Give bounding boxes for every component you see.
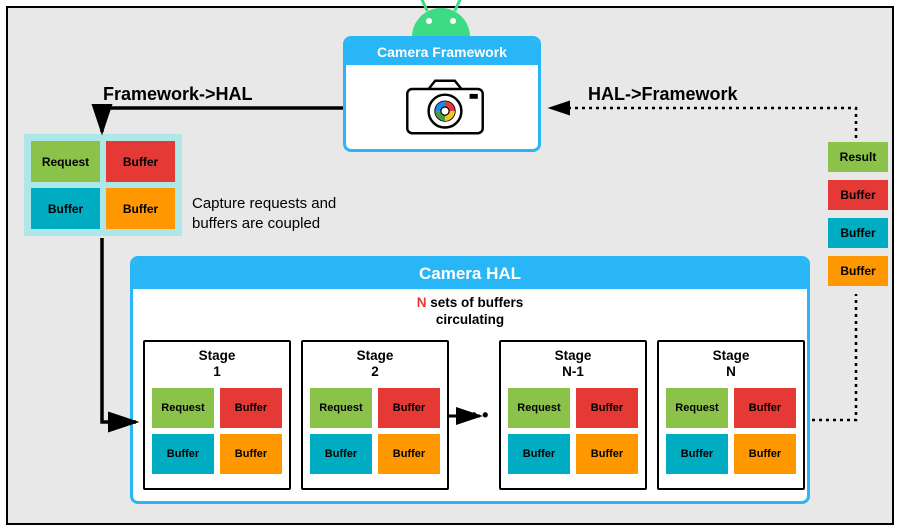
android-icon: [404, 0, 478, 40]
result-stack: Result Buffer Buffer Buffer: [828, 142, 888, 286]
stage-chip-buffer: Buffer: [310, 434, 372, 474]
stage-chip-request: Request: [152, 388, 214, 428]
stage-box-4: StageNRequestBufferBufferBuffer: [657, 340, 805, 490]
request-buffer-group: RequestBufferBufferBuffer: [24, 134, 182, 236]
chip-buffer: Buffer: [106, 141, 175, 182]
camera-hal-title: Camera HAL: [133, 259, 807, 289]
stage-chip-buffer: Buffer: [734, 434, 796, 474]
stage-chip-request: Request: [666, 388, 728, 428]
camera-hal-subtitle: N sets of bufferscirculating: [133, 295, 807, 329]
stage-chip-request: Request: [310, 388, 372, 428]
stages-row: Stage1RequestBufferBufferBufferStage2Req…: [143, 341, 797, 489]
camera-hal-box: Camera HAL N sets of bufferscirculating …: [130, 256, 810, 504]
diagram-canvas: Camera Framework Framework->HAL HAL->Fra…: [6, 6, 894, 525]
stage-title: StageN: [713, 348, 750, 380]
label-framework-to-hal: Framework->HAL: [103, 84, 253, 105]
stage-title: Stage2: [357, 348, 394, 380]
stage-chip-grid: RequestBufferBufferBuffer: [310, 388, 440, 474]
stage-chip-buffer: Buffer: [220, 388, 282, 428]
result-chip-buffer: Buffer: [828, 218, 888, 248]
stages-ellipsis: • • •: [459, 405, 489, 426]
stage-chip-grid: RequestBufferBufferBuffer: [508, 388, 638, 474]
stage-chip-buffer: Buffer: [508, 434, 570, 474]
stage-box-3: StageN-1RequestBufferBufferBuffer: [499, 340, 647, 490]
stage-chip-buffer: Buffer: [152, 434, 214, 474]
chip-request: Request: [31, 141, 100, 182]
stage-title: Stage1: [199, 348, 236, 380]
stage-chip-buffer: Buffer: [734, 388, 796, 428]
camera-icon: [404, 77, 486, 137]
camera-framework-title: Camera Framework: [346, 39, 538, 65]
stage-box-2: Stage2RequestBufferBufferBuffer: [301, 340, 449, 490]
result-chip-result: Result: [828, 142, 888, 172]
result-chip-buffer: Buffer: [828, 180, 888, 210]
stage-chip-buffer: Buffer: [378, 434, 440, 474]
stage-chip-grid: RequestBufferBufferBuffer: [152, 388, 282, 474]
chip-buffer: Buffer: [106, 188, 175, 229]
stage-chip-buffer: Buffer: [666, 434, 728, 474]
result-chip-buffer: Buffer: [828, 256, 888, 286]
stage-chip-buffer: Buffer: [378, 388, 440, 428]
chip-buffer: Buffer: [31, 188, 100, 229]
stage-chip-buffer: Buffer: [576, 388, 638, 428]
stage-chip-request: Request: [508, 388, 570, 428]
camera-framework-box: Camera Framework: [343, 36, 541, 152]
label-hal-to-framework: HAL->Framework: [588, 84, 738, 105]
stage-chip-buffer: Buffer: [220, 434, 282, 474]
stage-chip-buffer: Buffer: [576, 434, 638, 474]
stage-title: StageN-1: [555, 348, 592, 380]
stage-box-1: Stage1RequestBufferBufferBuffer: [143, 340, 291, 490]
coupled-caption: Capture requests andbuffers are coupled: [192, 194, 336, 233]
stage-chip-grid: RequestBufferBufferBuffer: [666, 388, 796, 474]
